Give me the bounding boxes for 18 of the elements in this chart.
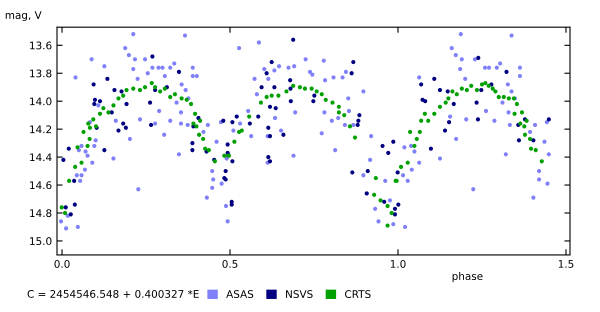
x-tick-label: 1.5 bbox=[558, 260, 574, 268]
y-tick-label: 13.8 bbox=[30, 69, 52, 78]
x-tick-label: 0.0 bbox=[54, 260, 70, 268]
x-tick-label: 0.5 bbox=[222, 260, 238, 268]
y-tick-label: 13.6 bbox=[30, 42, 52, 50]
x-axis-title: phase bbox=[452, 272, 483, 282]
y-tick-label: 14.2 bbox=[30, 125, 52, 134]
x-tick-label: 1.0 bbox=[390, 260, 406, 268]
legend-label: NSVS bbox=[286, 290, 313, 298]
legend-label: CRTS bbox=[345, 290, 371, 298]
y-tick-label: 14.8 bbox=[30, 209, 52, 218]
y-tick-label: 15.0 bbox=[30, 237, 52, 246]
y-tick-label: 14.4 bbox=[30, 153, 52, 162]
y-tick-label: 14.0 bbox=[30, 97, 52, 106]
y-axis-title: mag, V bbox=[6, 11, 42, 21]
y-tick-label: 14.6 bbox=[30, 181, 52, 190]
text: C = 2454546.548 + 0.400327 *E bbox=[28, 290, 199, 298]
legend-label: ASAS bbox=[226, 290, 254, 298]
